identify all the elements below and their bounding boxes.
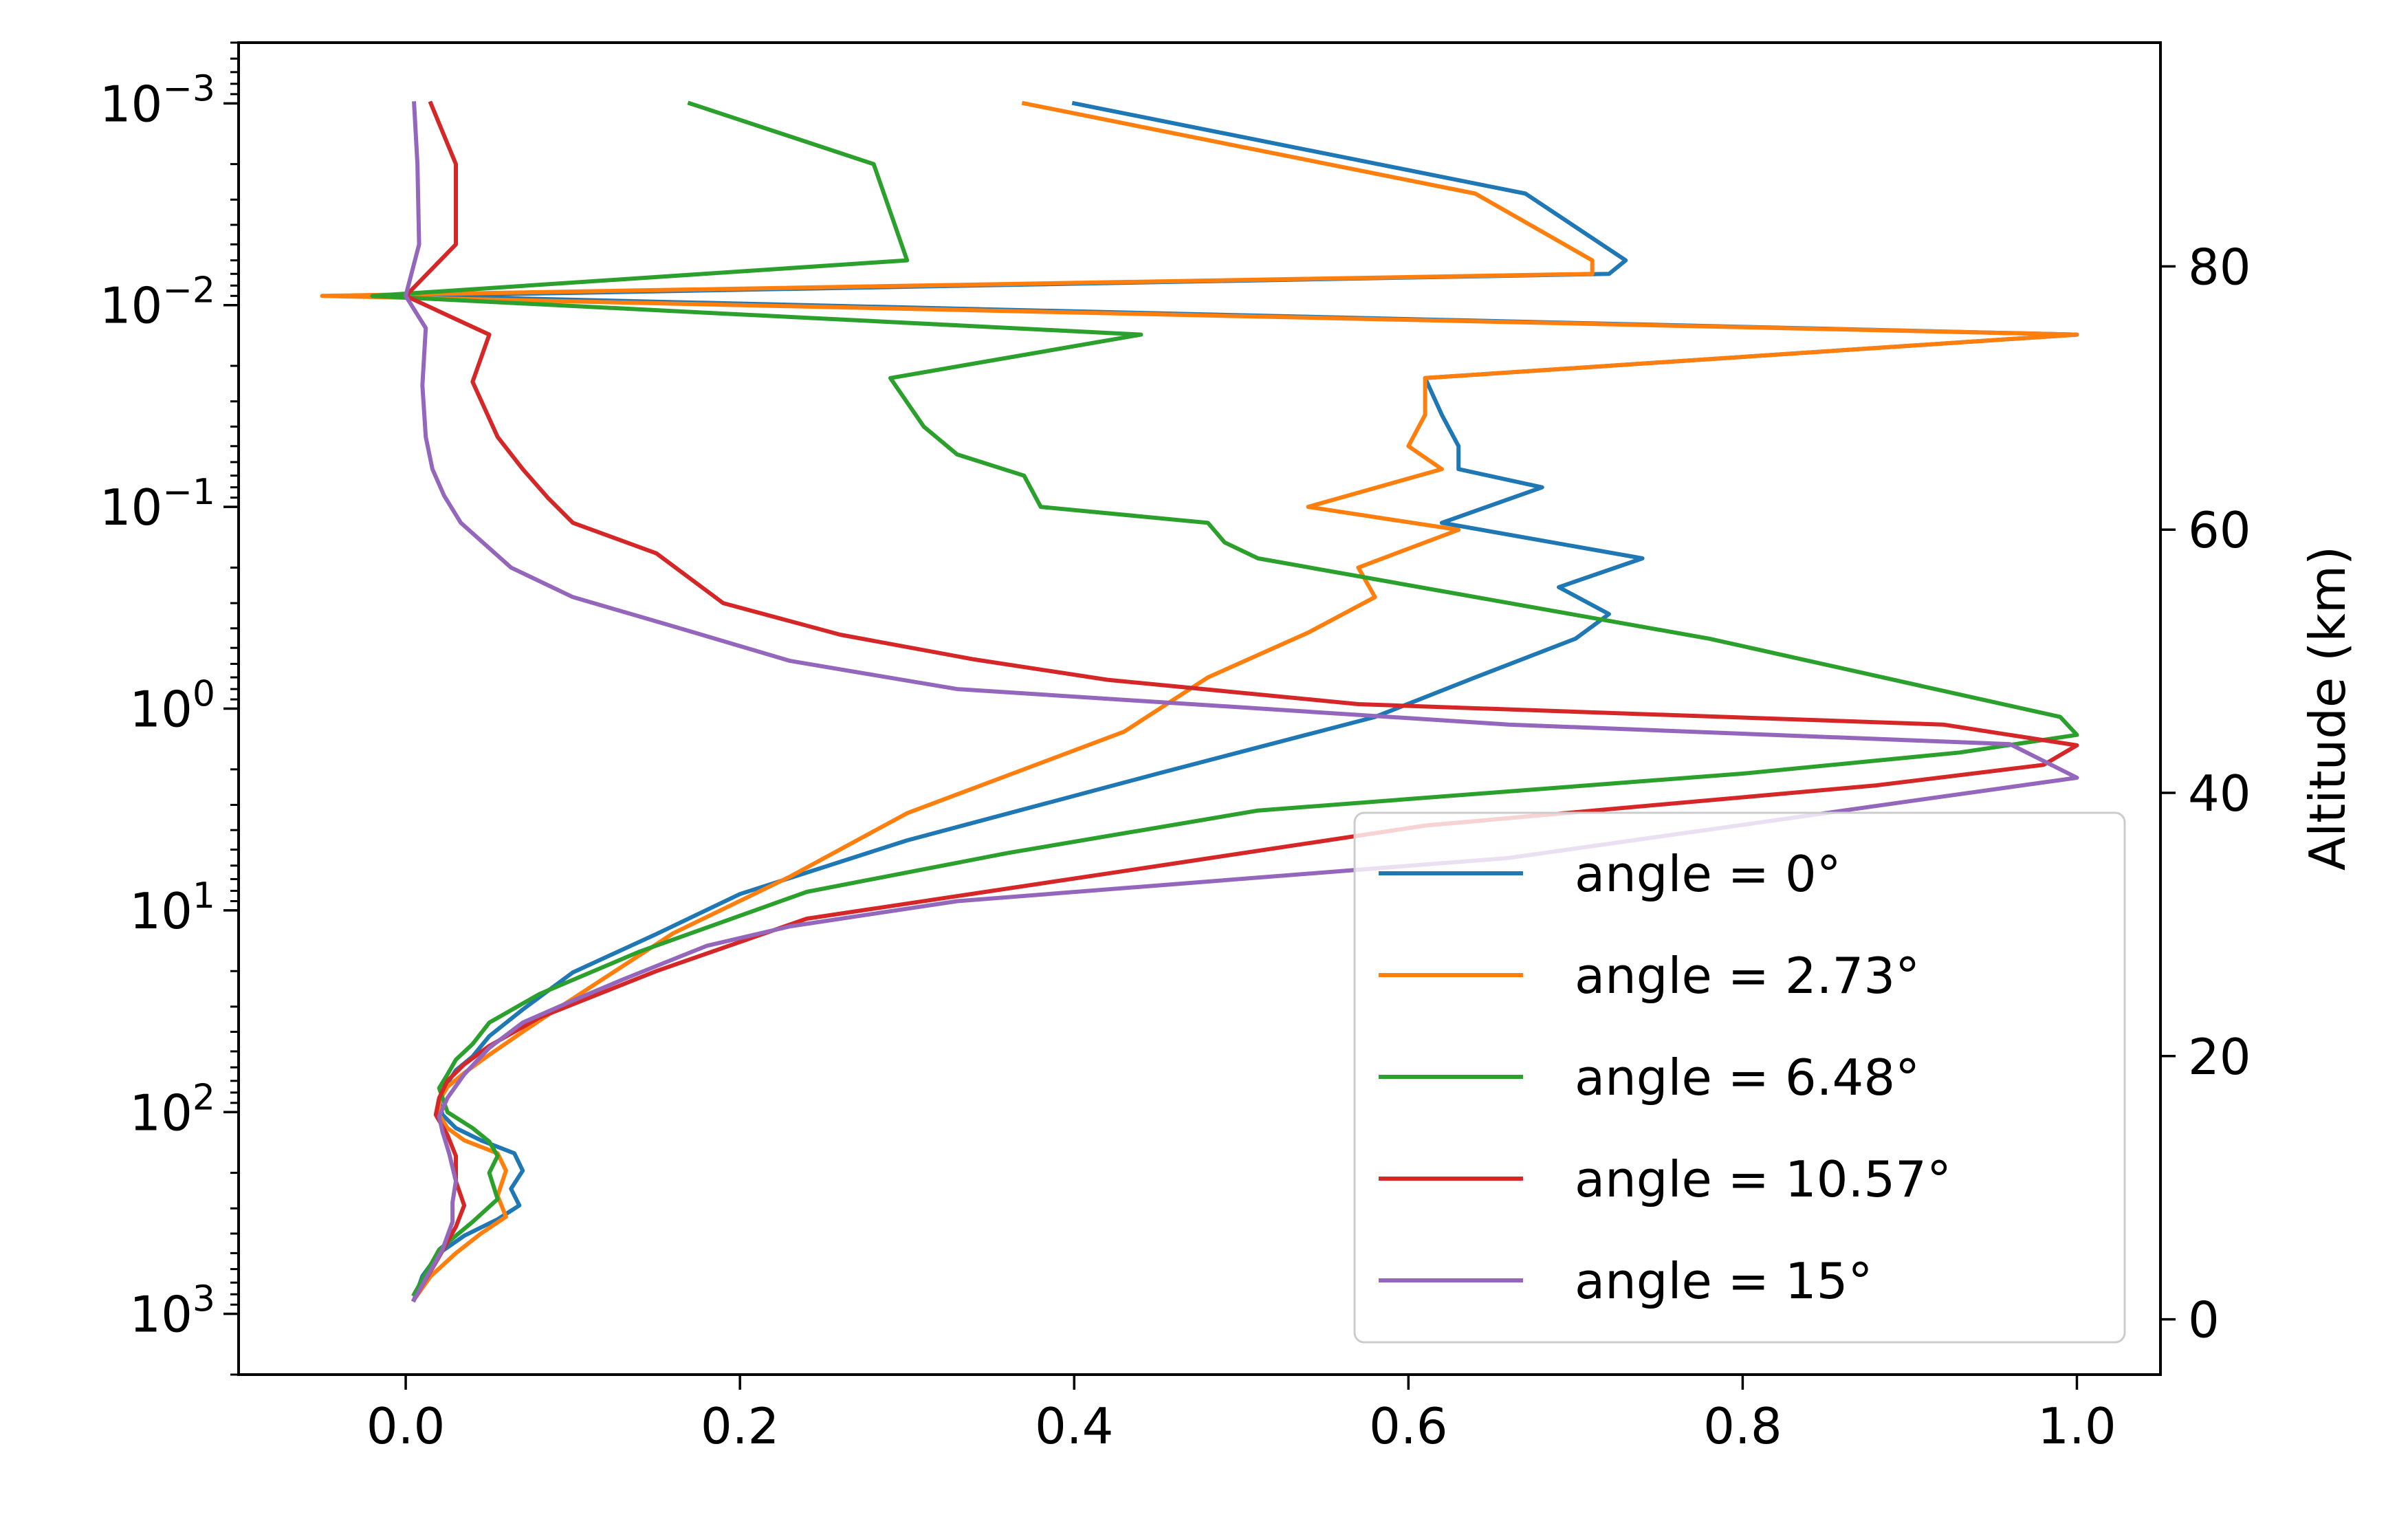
series-line-1 — [404, 100, 2079, 1302]
legend-label-2: angle = 2.73° — [1575, 947, 1920, 1005]
legend: angle = 0° angle = 2.73° angle = 6.48° angl… — [1353, 811, 2126, 1344]
right-tick-label: 40 — [2188, 765, 2251, 822]
right-tick-label: 20 — [2188, 1028, 2251, 1086]
y-tick-label: 10−3 — [100, 68, 215, 133]
x-ticks — [404, 1375, 2079, 1390]
y-tick-label: 103 — [129, 1279, 215, 1344]
right-tick-label: 0 — [2188, 1291, 2220, 1349]
x-tick-label: 0.8 — [1703, 1397, 1782, 1455]
plot-frame — [237, 41, 2162, 1376]
y-tick-label: 102 — [129, 1077, 215, 1141]
legend-label-5: angle = 15° — [1575, 1252, 1872, 1310]
legend-label-3: angle = 6.48° — [1575, 1049, 1920, 1106]
y-tick-label: 101 — [129, 875, 215, 940]
right-ticks — [2160, 265, 2176, 1321]
x-tick-label: 1.0 — [2037, 1397, 2116, 1455]
right-tick-labels: 0 20 40 60 80 — [2188, 238, 2251, 1348]
x-tick-label: 0.0 — [366, 1397, 446, 1455]
x-tick-label: 0.2 — [701, 1397, 780, 1455]
right-axis-label: Altitude (km) — [2299, 546, 2356, 871]
legend-entries: angle = 0° angle = 2.73° angle = 6.48° angl… — [1379, 845, 1951, 1310]
x-tick-labels: 0.0 0.2 0.4 0.6 0.8 1.0 — [366, 1397, 2116, 1455]
y-tick-labels: 10−3 10−2 10−1 100 101 102 103 — [100, 68, 215, 1343]
series-line-3 — [370, 100, 2079, 1298]
series-line-5 — [404, 101, 2079, 1303]
x-tick-label: 0.6 — [1369, 1397, 1448, 1455]
legend-box — [1353, 811, 2126, 1344]
x-tick-label: 0.4 — [1035, 1397, 1114, 1455]
series-lines — [320, 100, 2079, 1303]
right-tick-label: 60 — [2188, 501, 2251, 559]
y-tick-label: 10−1 — [100, 472, 215, 536]
y-tick-label: 10−2 — [100, 270, 215, 335]
y-major-ticks — [223, 102, 239, 1315]
series-line-2 — [320, 100, 2079, 1303]
legend-label-4: angle = 10.57° — [1575, 1150, 1951, 1208]
legend-label-1: angle = 0° — [1575, 845, 1841, 903]
right-tick-label: 80 — [2188, 238, 2251, 296]
y-tick-label: 100 — [129, 674, 215, 739]
series-line-4 — [404, 100, 2079, 1303]
